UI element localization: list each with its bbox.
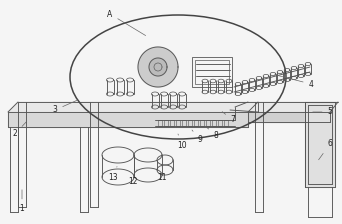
Polygon shape bbox=[248, 102, 338, 112]
Bar bbox=[194, 120, 198, 126]
Text: 3: 3 bbox=[53, 100, 77, 114]
Text: 8: 8 bbox=[207, 128, 219, 140]
Text: 4: 4 bbox=[275, 75, 313, 88]
Polygon shape bbox=[8, 102, 258, 112]
Bar bbox=[218, 120, 222, 126]
Text: A: A bbox=[107, 9, 146, 36]
Text: 13: 13 bbox=[108, 167, 118, 181]
Text: 9: 9 bbox=[192, 130, 202, 144]
Text: 6: 6 bbox=[319, 140, 332, 160]
Polygon shape bbox=[138, 47, 178, 87]
Bar bbox=[192, 57, 232, 87]
Text: 5: 5 bbox=[313, 108, 332, 116]
Text: 1: 1 bbox=[19, 190, 24, 213]
Bar bbox=[195, 60, 229, 84]
Polygon shape bbox=[8, 112, 248, 127]
Text: 2: 2 bbox=[13, 122, 26, 138]
Polygon shape bbox=[149, 58, 167, 76]
Bar bbox=[200, 120, 204, 126]
Text: 7: 7 bbox=[222, 112, 235, 125]
Bar bbox=[224, 120, 228, 126]
Text: 11: 11 bbox=[157, 167, 167, 181]
Text: 12: 12 bbox=[128, 170, 138, 185]
Bar bbox=[212, 120, 216, 126]
Text: 10: 10 bbox=[177, 134, 187, 149]
Polygon shape bbox=[305, 102, 335, 187]
Bar bbox=[206, 120, 210, 126]
Polygon shape bbox=[248, 112, 330, 122]
Bar bbox=[176, 120, 180, 126]
Bar bbox=[182, 120, 186, 126]
Bar bbox=[188, 120, 192, 126]
Bar bbox=[164, 120, 168, 126]
Bar bbox=[170, 120, 174, 126]
Bar bbox=[158, 120, 162, 126]
